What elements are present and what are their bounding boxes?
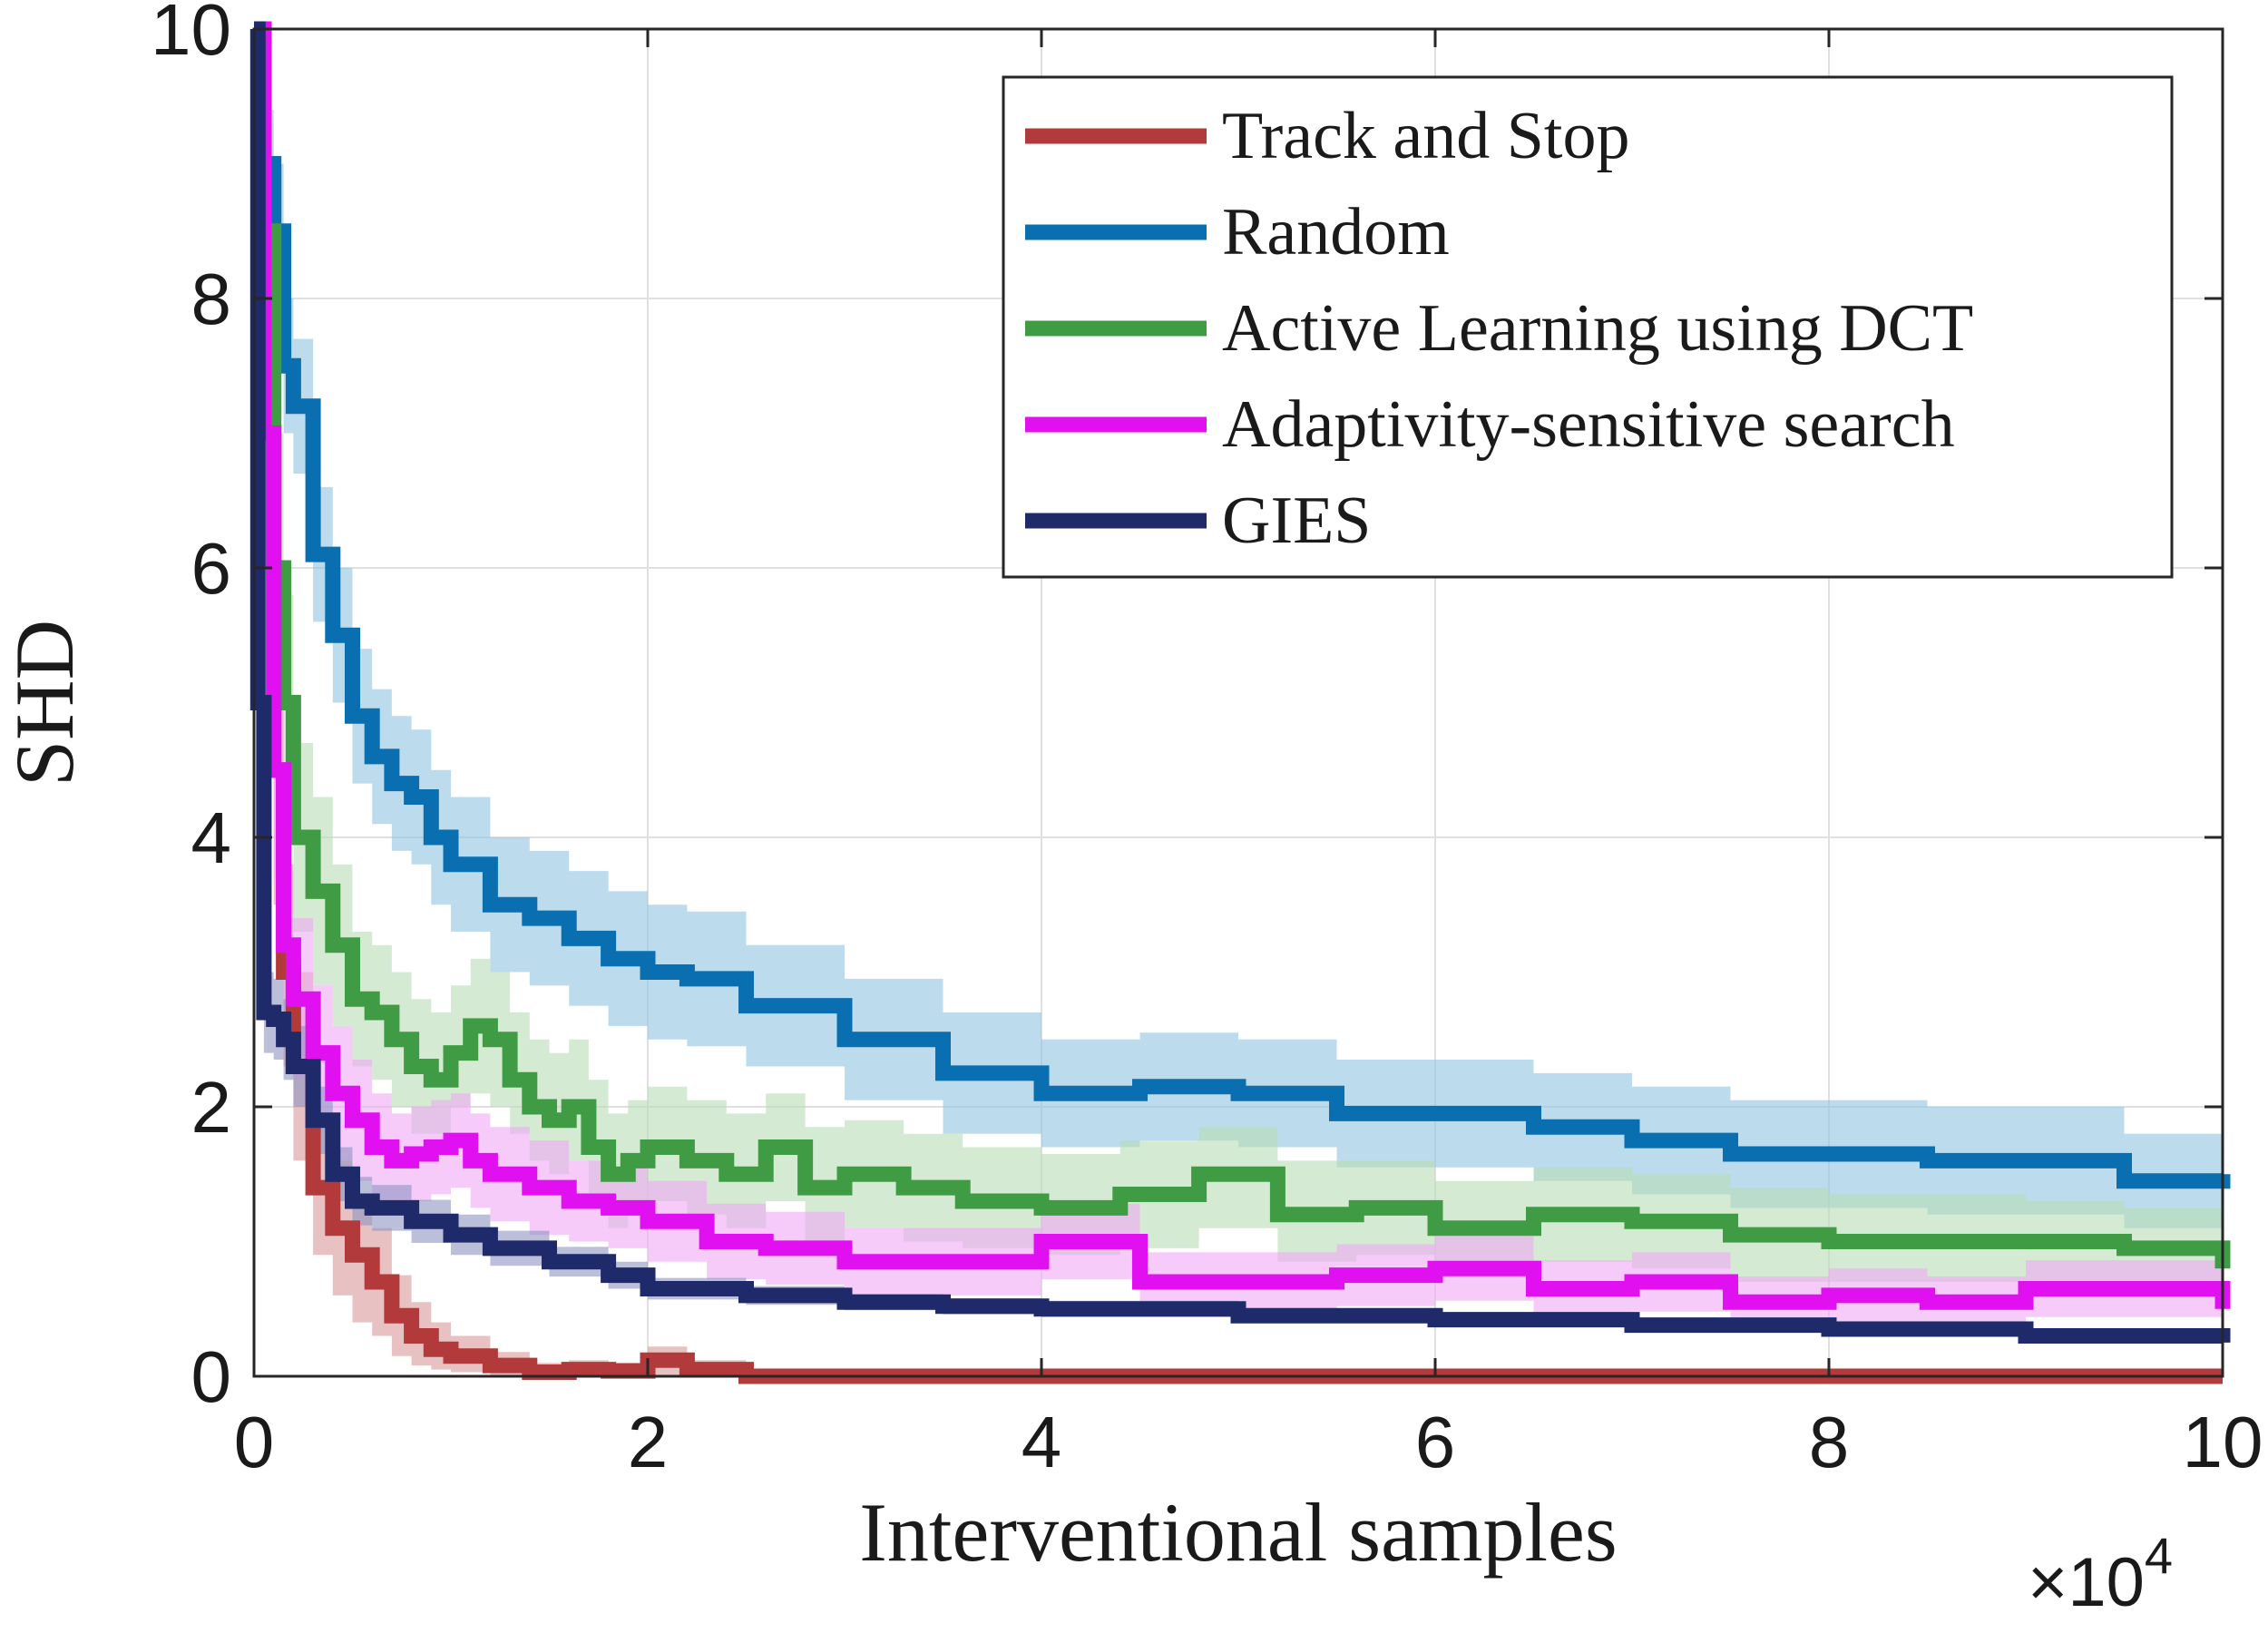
line-gies — [249, 21, 2231, 1344]
x-tick-label: 8 — [1809, 1402, 1850, 1482]
x-multiplier: ×104 — [2028, 1527, 2173, 1621]
line-adaptivity-sensitive-search — [254, 21, 2231, 1310]
y-tick-label: 0 — [191, 1336, 232, 1417]
y-tick-label: 4 — [191, 797, 232, 878]
y-tick-labels: 0 2 4 6 8 10 — [151, 0, 231, 1417]
y-tick-label: 6 — [191, 528, 232, 609]
legend-item-active-learning-using-dct: Active Learning using DCT — [1025, 291, 1973, 366]
legend-item-gies: GIES — [1025, 484, 1371, 558]
legend: Track and Stop Random Active Learning usin… — [1002, 75, 2174, 579]
x-tick-label: 2 — [628, 1402, 669, 1482]
x-multiplier-exp: 4 — [2145, 1527, 2173, 1584]
y-axis-title: SHD — [0, 620, 91, 787]
x-axis-title: Interventional samples — [859, 1486, 1617, 1579]
legend-label: Track and Stop — [1222, 99, 1630, 173]
x-tick-label: 10 — [2183, 1402, 2263, 1482]
legend-items: Track and Stop Random Active Learning usin… — [1025, 99, 1973, 558]
x-tick-label: 4 — [1022, 1402, 1062, 1482]
legend-label: Random — [1222, 195, 1450, 269]
legend-label: Active Learning using DCT — [1222, 291, 1973, 366]
line-active-learning-using-dct — [254, 21, 2231, 1269]
y-tick-label: 2 — [191, 1067, 232, 1148]
y-tick-label: 8 — [191, 259, 232, 339]
x-tick-labels: 0 2 4 6 8 10 — [234, 1402, 2263, 1482]
legend-item-adaptivity-sensitive-search: Adaptivity-sensitive search — [1025, 387, 1955, 462]
axis-ticks — [252, 27, 2224, 1378]
x-tick-label: 6 — [1415, 1402, 1456, 1482]
plot-frame — [252, 27, 2224, 1378]
band-random — [254, 29, 2223, 1228]
line-random — [254, 21, 2231, 1189]
y-tick-label: 10 — [151, 0, 231, 70]
x-multiplier-base: ×10 — [2028, 1544, 2145, 1621]
legend-item-track-and-stop: Track and Stop — [1025, 99, 1630, 173]
legend-label: Adaptivity-sensitive search — [1222, 387, 1955, 462]
legend-label: GIES — [1222, 484, 1371, 558]
legend-item-random: Random — [1025, 195, 1450, 269]
x-tick-label: 0 — [234, 1402, 275, 1482]
